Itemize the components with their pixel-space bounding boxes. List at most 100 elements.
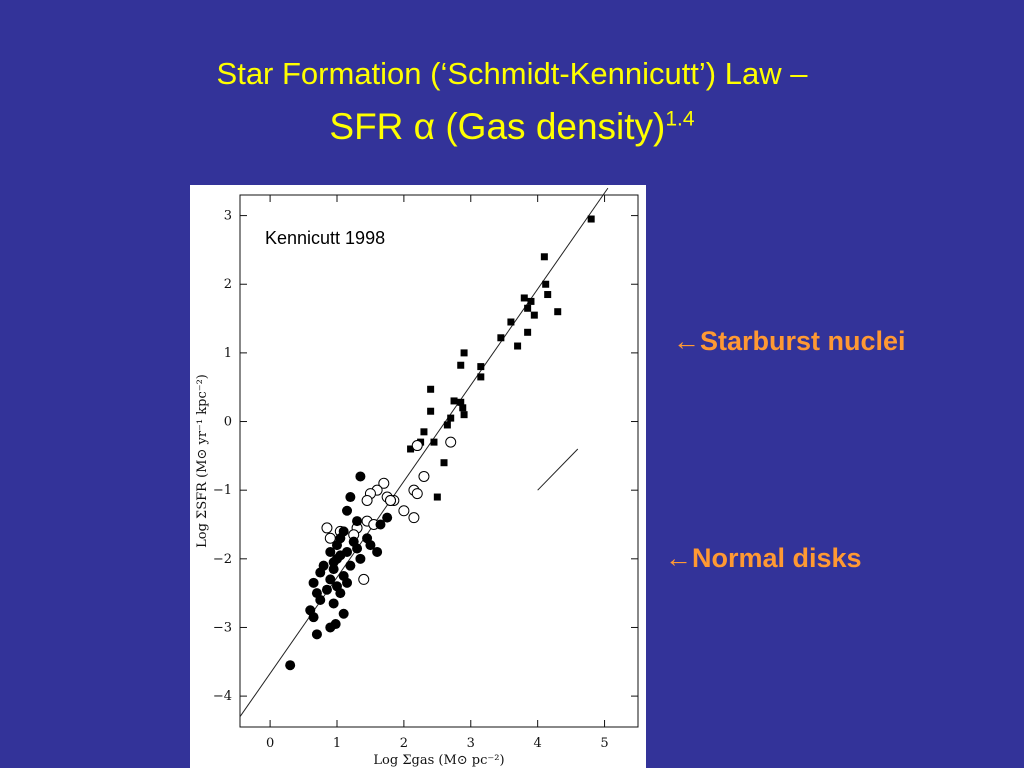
plot-frame — [239, 194, 639, 728]
open-circle-point — [385, 494, 397, 506]
starburst-point — [460, 349, 468, 357]
open-circle-point — [378, 477, 390, 489]
x-tick-label: 1 — [333, 736, 341, 751]
normal-disk-point — [325, 574, 336, 585]
starburst-point — [477, 363, 485, 371]
y-tick-label: 2 — [224, 277, 232, 292]
scatter-chart: 0 1 2 3 4 5 −4 −3 −2 −1 0 1 2 3 Log Σgas (M⊙ pc⁻²) Log … — [195, 187, 639, 768]
starburst-point — [447, 414, 455, 422]
open-circle-point — [361, 494, 373, 506]
open-circle-point — [408, 512, 420, 524]
normal-disk-point — [372, 546, 383, 557]
slide-title-exponent: 1.4 — [665, 107, 695, 131]
starburst-point — [507, 318, 515, 326]
normal-disk-point — [328, 564, 339, 575]
starburst-point — [524, 304, 532, 312]
chart-annotation: Kennicutt 1998 — [265, 228, 385, 248]
starburst-point — [427, 385, 435, 393]
x-tick-label: 4 — [534, 736, 542, 751]
x-tick-label: 3 — [467, 736, 475, 751]
starburst-point — [524, 328, 532, 336]
normal-disk-point — [338, 526, 349, 537]
starburst-point — [457, 361, 465, 369]
normal-disk-point — [331, 581, 342, 592]
starburst-point — [520, 294, 528, 302]
normal-disk-point — [305, 605, 316, 616]
open-circle-point — [411, 440, 423, 452]
slide-title-line2: SFR α (Gas density)1.4 — [0, 106, 1024, 148]
normal-disk-point — [355, 553, 366, 564]
open-circle-point — [418, 470, 430, 482]
normal-disk-point — [382, 512, 393, 523]
slide-title-line1: Star Formation (‘Schmidt-Kennicutt’) Law… — [216, 56, 808, 91]
y-tick-label: 3 — [224, 209, 232, 224]
starburst-point — [514, 342, 522, 350]
slide-title-line2-text: SFR α (Gas density) — [329, 106, 666, 147]
starburst-point — [440, 459, 448, 467]
normal-disk-point — [348, 536, 359, 547]
x-tick-label: 5 — [600, 736, 608, 751]
y-tick-label: 0 — [224, 415, 232, 430]
normal-disk-point — [328, 598, 339, 609]
scatter-plot-panel: 0 1 2 3 4 5 −4 −3 −2 −1 0 1 2 3 Log Σgas (M⊙ pc⁻²) Log … — [190, 185, 646, 768]
x-tick-label: 2 — [400, 736, 408, 751]
open-circle-point — [411, 488, 423, 500]
x-axis-title: Log Σgas (M⊙ pc⁻²) — [373, 753, 504, 768]
normal-disk-point — [342, 546, 353, 557]
starburst-nuclei-label: ←Starburst nuclei — [673, 326, 906, 356]
x-tick-label: 0 — [266, 736, 274, 751]
y-axis-title: Log ΣSFR (M⊙ yr⁻¹ kpc⁻²) — [195, 374, 210, 548]
open-circle-point — [321, 522, 333, 534]
normal-disk-point — [331, 540, 342, 551]
y-tick-label: −2 — [213, 552, 232, 567]
starburst-point — [530, 311, 538, 319]
starburst-point — [430, 438, 438, 446]
starburst-point — [450, 397, 458, 405]
normal-disk-point — [365, 540, 376, 551]
starburst-point — [587, 215, 595, 223]
starburst-point — [544, 291, 552, 299]
starburst-point — [554, 308, 562, 316]
open-circle-point — [358, 573, 370, 585]
open-circle-point — [445, 436, 457, 448]
starburst-point — [427, 407, 435, 415]
starburst-point — [460, 411, 468, 419]
starburst-point — [457, 398, 465, 406]
starburst-point — [459, 404, 467, 412]
starburst-point — [540, 253, 548, 261]
starburst-point — [407, 445, 415, 453]
normal-disk-point — [311, 588, 322, 599]
starburst-point — [477, 373, 485, 381]
normal-disk-point — [285, 660, 296, 671]
starburst-point — [443, 421, 451, 429]
normal-disk-point — [311, 629, 322, 640]
open-circle-point — [398, 505, 410, 517]
normal-disk-point — [308, 577, 319, 588]
normal-disk-point — [342, 505, 353, 516]
y-tick-label: −3 — [213, 620, 232, 635]
normal-disk-point — [355, 471, 366, 482]
normal-disk-point — [375, 519, 386, 530]
y-tick-label: −4 — [213, 689, 232, 704]
y-tick-label: −1 — [213, 483, 232, 498]
starburst-point — [420, 428, 428, 436]
open-circle-point — [324, 532, 336, 544]
normal-disk-point — [345, 492, 356, 503]
normal-disk-point — [338, 608, 349, 619]
starburst-point — [527, 297, 535, 305]
normal-disk-point — [318, 560, 329, 571]
normal-disk-point — [321, 584, 332, 595]
starburst-point — [542, 280, 550, 288]
y-tick-label: 1 — [224, 346, 232, 361]
normal-disk-point — [330, 619, 341, 630]
fit-line — [239, 187, 609, 717]
normal-disk-point — [345, 560, 356, 571]
normal-disk-point — [352, 516, 363, 527]
normal-disk-point — [328, 557, 339, 568]
normal-disks-label: ←Normal disks — [665, 543, 862, 573]
starburst-point — [433, 493, 441, 501]
slope-marker-line — [537, 448, 579, 491]
starburst-point — [497, 334, 505, 342]
normal-disk-point — [325, 546, 336, 557]
normal-disk-point — [338, 570, 349, 581]
